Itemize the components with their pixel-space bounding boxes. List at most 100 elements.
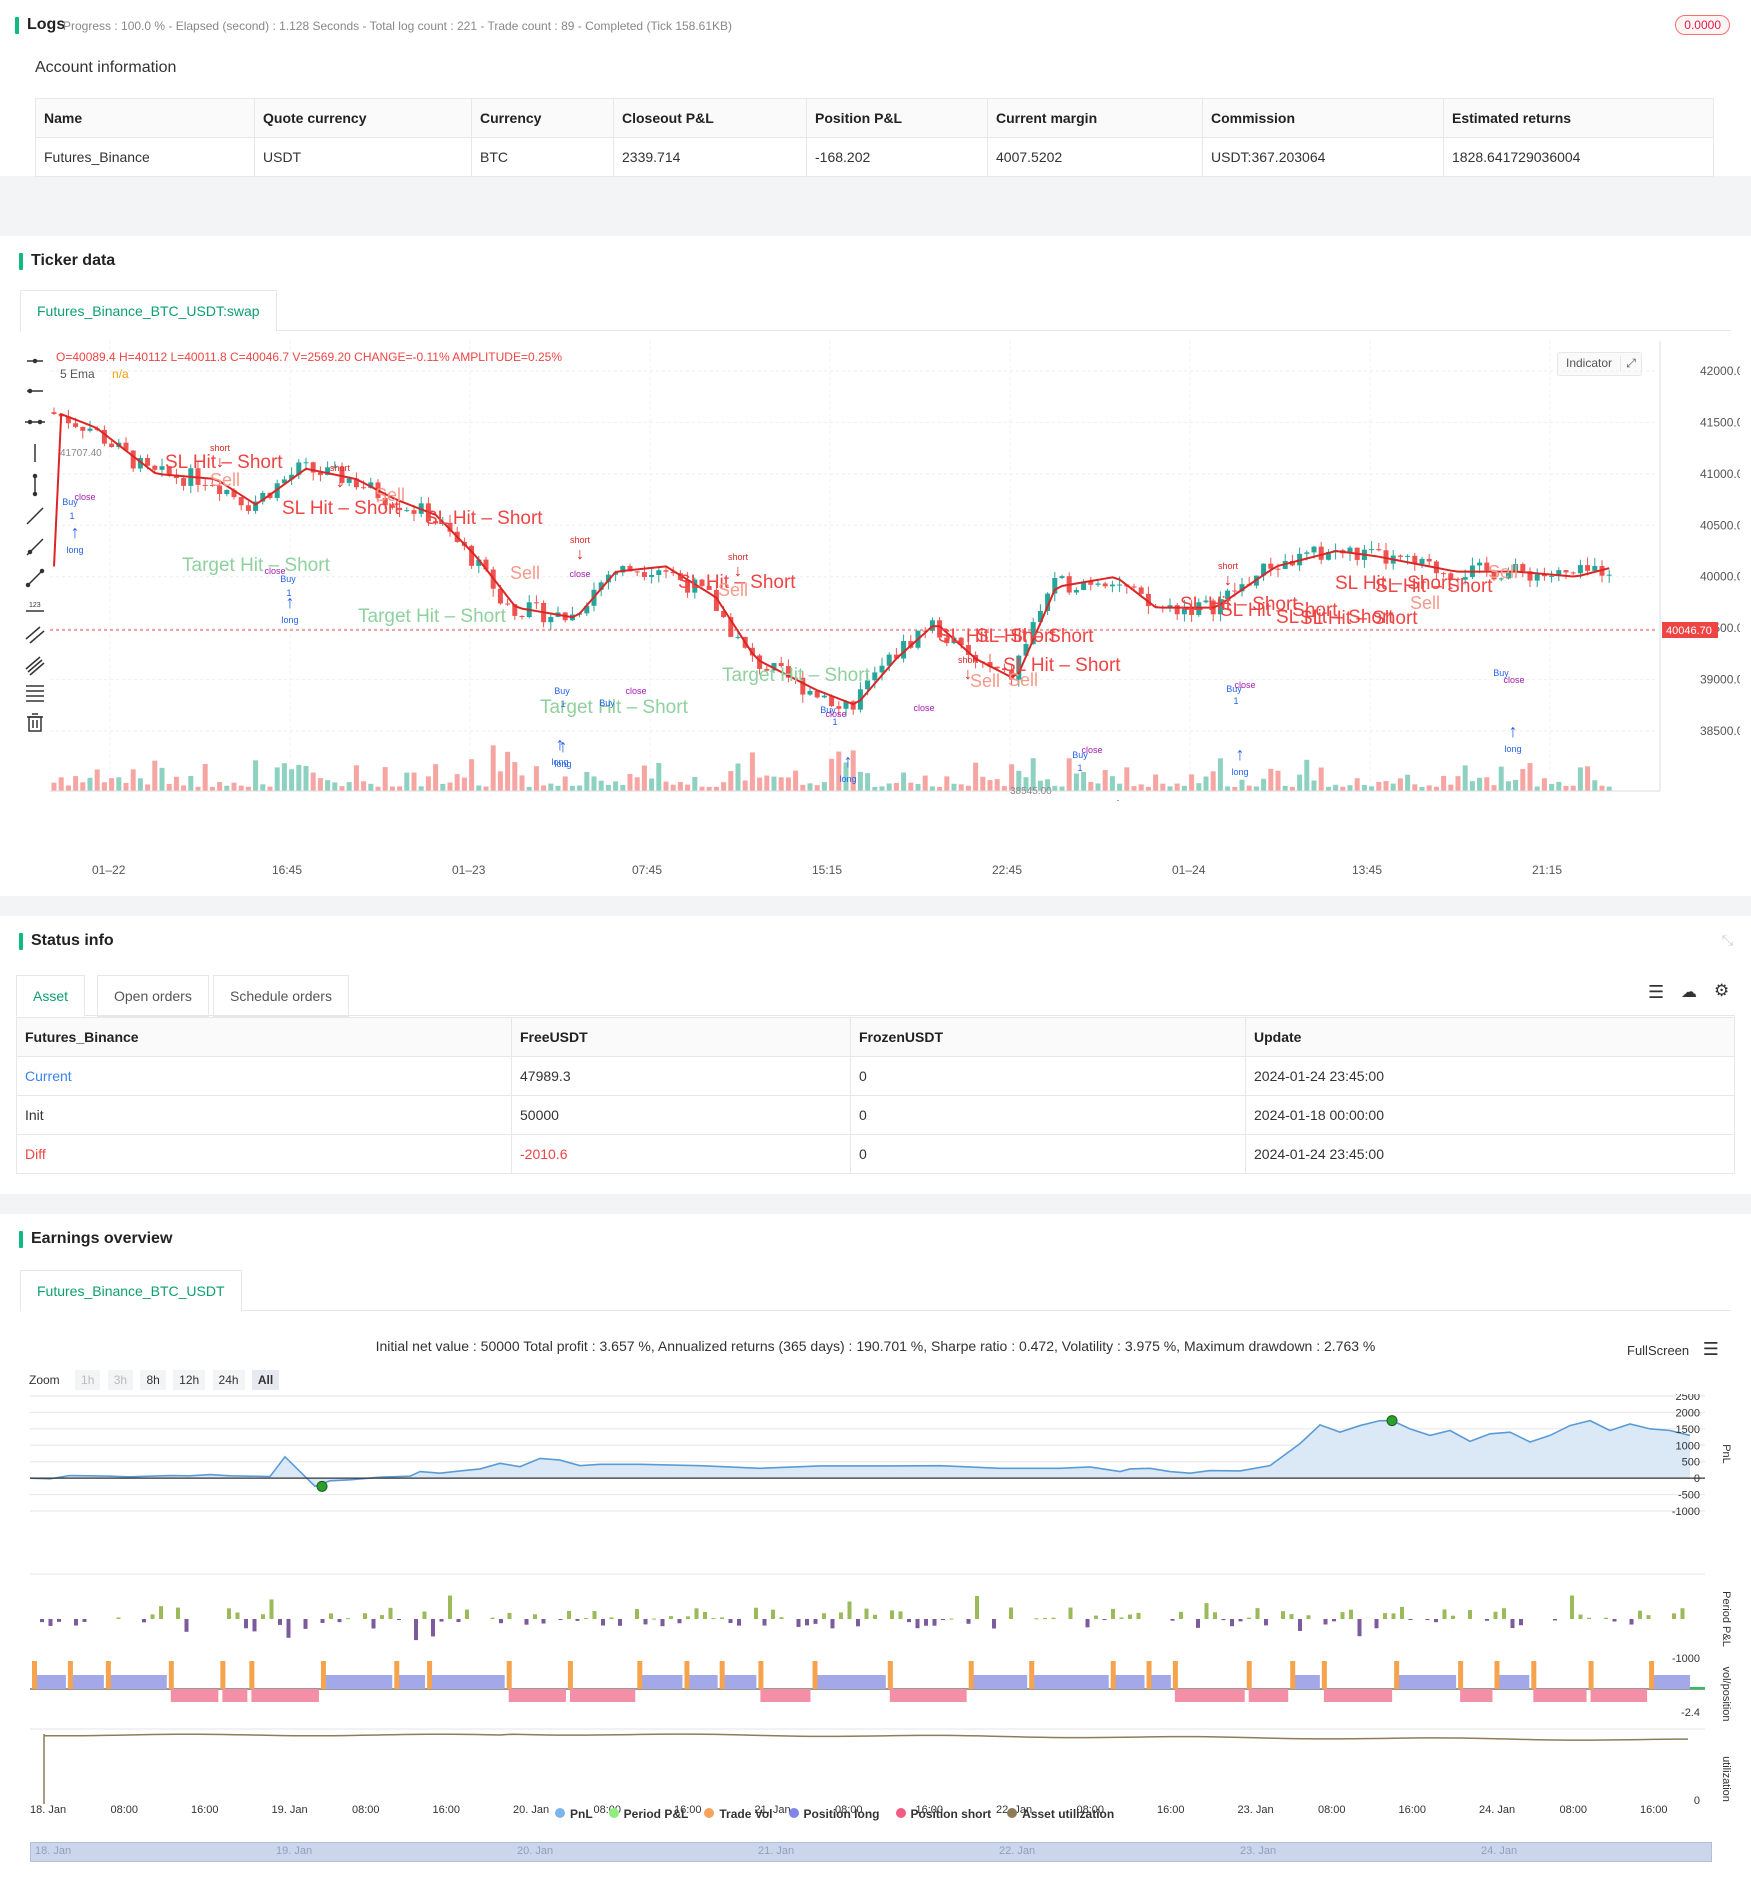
volume-bar — [159, 767, 165, 791]
list-view-icon[interactable]: ☰ — [1648, 982, 1665, 1002]
expand-icon[interactable]: ⤢ — [1620, 356, 1641, 371]
legend-dot-icon — [1007, 1808, 1018, 1818]
tab-asset[interactable]: Asset — [16, 975, 86, 1017]
volume-bar — [80, 782, 86, 791]
extended-line-tool-icon[interactable] — [25, 419, 45, 425]
candle-body — [145, 458, 151, 466]
tab-earnings-symbol[interactable]: Futures_Binance_BTC_USDT — [20, 1270, 242, 1312]
horizontal-line-tool-icon[interactable] — [27, 358, 43, 364]
navigator[interactable]: 18. Jan 19. Jan 20. Jan 21. Jan 22. Jan 23. J… — [30, 1842, 1712, 1862]
candle-body — [886, 654, 892, 666]
volume-bar — [922, 775, 928, 791]
candle-body — [238, 497, 244, 506]
candle-body — [879, 665, 885, 673]
trend-line-tool-icon[interactable] — [26, 507, 44, 525]
zoom-24h[interactable]: 24h — [212, 1370, 245, 1390]
trash-icon[interactable] — [27, 713, 43, 732]
position-short-bar — [1248, 1689, 1289, 1702]
period-pnl-bar — [1340, 1612, 1345, 1619]
period-pnl-bar — [847, 1601, 852, 1619]
legend-item[interactable]: Trade Vol — [704, 1807, 773, 1821]
volume-bar — [1599, 785, 1605, 791]
zoom-all[interactable]: All — [251, 1370, 280, 1390]
period-pnl-bar — [1247, 1617, 1251, 1619]
volume-bar — [584, 771, 590, 791]
legend-item[interactable]: Position short — [895, 1807, 991, 1821]
candle-body — [317, 472, 323, 475]
sl-hit-short-label: SL Hit – Short — [1180, 594, 1298, 615]
collapse-icon[interactable]: ⤡ — [1721, 932, 1733, 948]
legend-item[interactable]: PnL — [555, 1807, 593, 1821]
buy-label: Buy — [599, 698, 615, 708]
tab-open-orders[interactable]: Open orders — [97, 975, 209, 1017]
position-short-bar — [1174, 1689, 1245, 1702]
volume-bar — [1030, 758, 1036, 791]
vertical-segment-tool-icon[interactable] — [32, 473, 38, 497]
zoom-1h[interactable]: 1h — [75, 1370, 101, 1390]
volume-bar — [1073, 773, 1079, 791]
volume-bar — [937, 786, 943, 791]
earnings-chart[interactable]: 2500 2000 1500 1000 500 0 -500 -1000 -1000 -2.4 0 P… — [0, 1394, 1751, 1814]
volume-bar — [1102, 770, 1108, 791]
volume-bar — [505, 751, 511, 791]
zoom-3h[interactable]: 3h — [107, 1370, 134, 1390]
ray-tool-icon[interactable] — [26, 538, 44, 556]
volume-bar — [1109, 776, 1115, 791]
fullscreen-button[interactable]: FullScreen ☰ — [1627, 1339, 1719, 1360]
volume-bar — [749, 752, 755, 791]
settings-gear-icon[interactable]: ⚙ — [1714, 981, 1730, 1000]
fib-tool-icon[interactable] — [25, 656, 45, 676]
candle-body — [152, 465, 158, 470]
tab-schedule-orders[interactable]: Schedule orders — [213, 975, 349, 1017]
horizontal-ray-tool-icon[interactable] — [27, 388, 43, 394]
time-tick-label: 22:45 — [992, 863, 1023, 877]
price-label-tool-icon[interactable]: 123 — [26, 602, 44, 612]
horizontal-lines-tool-icon[interactable] — [26, 685, 44, 702]
buy-label: Buy — [1072, 750, 1088, 760]
volume-bar — [1282, 785, 1288, 791]
zoom-12h[interactable]: 12h — [173, 1370, 206, 1390]
volume-bar — [1577, 767, 1583, 791]
cloud-download-icon[interactable]: ☁ — [1681, 984, 1697, 1001]
period-pnl-bar — [1196, 1619, 1200, 1628]
parallel-channel-tool-icon[interactable] — [25, 626, 45, 644]
current-price-text: 40046.70 — [1666, 625, 1712, 637]
earnings-summary: Initial net value : 50000 Total profit :… — [375, 1338, 1376, 1354]
volume-bar — [1563, 785, 1569, 791]
zoom-8h[interactable]: 8h — [140, 1370, 166, 1390]
buy-label: Buy — [62, 497, 78, 507]
legend-item[interactable]: Period P&L — [608, 1807, 688, 1821]
time-tick-label: 15:15 — [812, 863, 843, 877]
legend-label: PnL — [570, 1807, 593, 1821]
long-label: long — [554, 759, 571, 769]
earnings-time-tick: 18. Jan — [30, 1804, 67, 1816]
candle-body — [641, 572, 647, 577]
period-pnl-bar — [720, 1617, 724, 1619]
short-arrow-icon: ↓ — [1224, 572, 1232, 589]
candle-body — [1577, 565, 1583, 574]
asset-cell: 2024-01-24 23:45:00 — [1245, 1056, 1735, 1096]
volume-bar — [181, 785, 187, 791]
volume-bar — [404, 772, 410, 791]
volume-bar — [1095, 783, 1101, 791]
legend-item[interactable]: Position long — [788, 1807, 880, 1821]
legend-item[interactable]: Asset utilization — [1007, 1807, 1114, 1821]
volume-bar — [555, 785, 561, 791]
indicator-button[interactable]: Indicator ⤢ — [1557, 352, 1643, 376]
period-pnl-bar — [660, 1619, 665, 1627]
menu-icon[interactable]: ☰ — [1702, 1339, 1719, 1359]
candle-body — [620, 566, 626, 573]
position-short-bar — [1590, 1689, 1648, 1702]
tab-ticker-symbol[interactable]: Futures_Binance_BTC_USDT:swap — [20, 290, 277, 332]
period-pnl-bar — [813, 1619, 818, 1624]
target-hit-short-label: Target Hit – Short — [722, 665, 871, 686]
candle-body — [1448, 573, 1454, 579]
segment-tool-icon[interactable] — [25, 568, 45, 588]
trade-vol-bar — [1494, 1661, 1500, 1689]
candle-body — [1318, 546, 1324, 560]
volume-bar — [317, 778, 323, 791]
account-cell: 2339.714 — [613, 137, 807, 177]
candle-body — [1225, 590, 1231, 600]
volume-bar — [1153, 774, 1159, 791]
